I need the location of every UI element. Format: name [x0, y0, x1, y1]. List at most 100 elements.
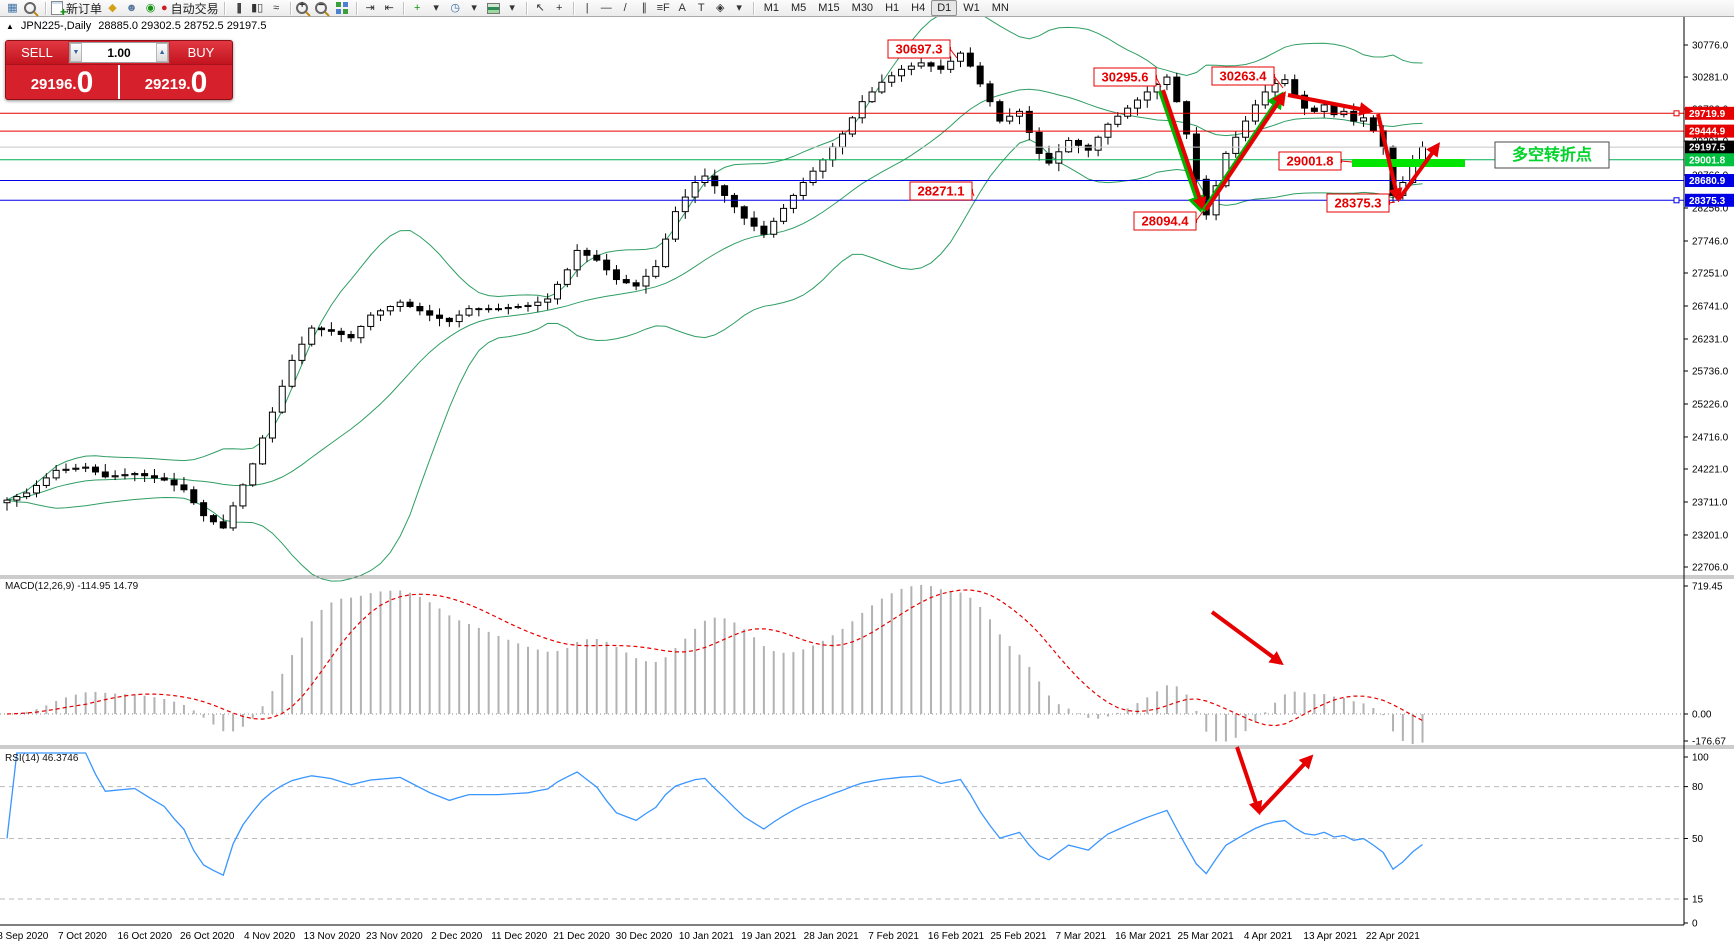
rsi-trend-arrow[interactable]	[1257, 754, 1314, 814]
tile-windows-icon[interactable]	[334, 1, 351, 16]
buy-button[interactable]: BUY	[170, 41, 232, 64]
rsi-trend-arrow[interactable]	[1235, 746, 1263, 816]
periods-icon[interactable]: ◷	[450, 1, 460, 14]
svg-text:21 Dec 2020: 21 Dec 2020	[553, 931, 610, 942]
volume-box: ▼ ▲	[69, 42, 169, 63]
price-callouts[interactable]: 30697.3 30295.6 30263.4 29001.8 28271.1 28094…	[887, 39, 1396, 231]
svg-text:16 Oct 2020: 16 Oct 2020	[118, 931, 173, 942]
timeframe-m5[interactable]: M5	[790, 2, 807, 14]
svg-text:50: 50	[1692, 834, 1704, 845]
new-chart-icon[interactable]: ▦	[7, 1, 18, 14]
macd-histogram	[15, 585, 1424, 744]
svg-text:28 Sep 2020: 28 Sep 2020	[0, 931, 49, 942]
text-label-icon[interactable]: T	[697, 1, 705, 14]
cursor-icon[interactable]: ↖	[535, 1, 545, 14]
turning-point-highlight-bar[interactable]	[1352, 159, 1465, 167]
timeframe-w1[interactable]: W1	[963, 2, 980, 14]
horizontal-line-icon[interactable]: —	[600, 1, 612, 14]
chart-profiles-icon[interactable]	[23, 1, 40, 16]
svg-text:26741.0: 26741.0	[1692, 301, 1729, 312]
chart-shift-icon[interactable]: ⇥	[365, 1, 375, 14]
chart-title: ▲ JPN225-,Daily 28885.0 29302.5 28752.5 …	[6, 20, 266, 32]
svg-text:多空转折点: 多空转折点	[1512, 145, 1592, 164]
volume-decrease-button[interactable]: ▼	[70, 43, 82, 62]
svg-text:4 Nov 2020: 4 Nov 2020	[244, 931, 296, 942]
svg-text:29001.8: 29001.8	[1287, 154, 1334, 169]
indicators-icon[interactable]: +	[413, 1, 421, 14]
timeframe-d1[interactable]: D1	[931, 0, 958, 16]
crosshair-icon[interactable]: +	[555, 1, 563, 14]
svg-text:2 Dec 2020: 2 Dec 2020	[431, 931, 483, 942]
chart-styler-icon[interactable]: ◆	[108, 1, 117, 14]
candlestick-chart-icon[interactable]: ▮▯	[251, 1, 264, 14]
time-axis: 28 Sep 2020 7 Oct 2020 16 Oct 2020 26 Oct 2…	[0, 931, 1420, 942]
arrows-dropdown-icon[interactable]: ▾	[736, 1, 742, 14]
volume-increase-button[interactable]: ▲	[156, 43, 169, 62]
svg-text:13 Nov 2020: 13 Nov 2020	[304, 931, 361, 942]
toolbar-separator	[402, 1, 404, 15]
community-icon[interactable]: ☻	[125, 1, 138, 14]
template-dropdown-icon[interactable]: ▾	[509, 1, 515, 14]
svg-text:28 Jan 2021: 28 Jan 2021	[804, 931, 859, 942]
sell-button[interactable]: SELL	[6, 41, 68, 64]
svg-text:29444.9: 29444.9	[1689, 127, 1726, 138]
note-annotation[interactable]: 多空转折点	[1494, 141, 1610, 169]
zoom-in-icon[interactable]: +	[296, 0, 313, 16]
collapse-marker-icon[interactable]: ▲	[6, 21, 14, 31]
equidistant-channel-icon[interactable]: ∥	[641, 1, 647, 14]
svg-text:719.45: 719.45	[1692, 582, 1723, 593]
svg-text:7 Mar 2021: 7 Mar 2021	[1056, 931, 1107, 942]
svg-text:26231.0: 26231.0	[1692, 334, 1729, 345]
indicators-dropdown-icon[interactable]: ▾	[433, 1, 439, 14]
timeframe-h1[interactable]: H1	[885, 2, 900, 14]
text-icon[interactable]: A	[678, 1, 686, 14]
autotrading-button[interactable]: ● 自动交易	[161, 1, 219, 16]
svg-text:30281.0: 30281.0	[1692, 73, 1729, 84]
macd-trend-arrow[interactable]	[1210, 610, 1284, 666]
svg-text:4 Apr 2021: 4 Apr 2021	[1244, 931, 1293, 942]
svg-text:23711.0: 23711.0	[1692, 497, 1728, 508]
auto-scroll-icon[interactable]: ⇤	[384, 1, 394, 14]
vertical-line-icon[interactable]: |	[585, 1, 589, 14]
volume-input[interactable]	[81, 43, 157, 62]
toolbar-separator	[355, 1, 357, 15]
periods-dropdown-icon[interactable]: ▾	[471, 1, 477, 14]
toolbar-separator	[752, 1, 754, 15]
timeframe-mn[interactable]: MN	[991, 2, 1009, 14]
template-icon[interactable]	[485, 1, 502, 16]
fibonacci-icon[interactable]: ≡F	[656, 1, 670, 14]
horizontal-level-lines[interactable]: 29719.929444.929197.529001.828680.928375…	[0, 106, 1734, 207]
trend-arrows[interactable]	[1158, 89, 1441, 214]
sell-price[interactable]: 29196. 0	[6, 65, 120, 99]
svg-text:11 Dec 2020: 11 Dec 2020	[491, 931, 547, 942]
signals-icon[interactable]: ◉	[145, 1, 156, 14]
svg-text:-176.67: -176.67	[1692, 737, 1726, 748]
new-order-button[interactable]: 新订单	[51, 1, 102, 19]
svg-text:13 Apr 2021: 13 Apr 2021	[1303, 931, 1357, 942]
buy-price[interactable]: 29219. 0	[144, 66, 208, 99]
svg-text:27746.0: 27746.0	[1692, 236, 1729, 247]
svg-text:100: 100	[1692, 753, 1709, 764]
timeframe-m30[interactable]: M30	[851, 2, 874, 14]
bar-chart-icon[interactable]: |||	[236, 1, 242, 14]
timeframe-m15[interactable]: M15	[818, 2, 840, 14]
svg-text:28256.0: 28256.0	[1692, 204, 1729, 215]
arrows-icon[interactable]: ◈	[715, 1, 725, 14]
main-toolbar: ▦新订单◆☻◉●自动交易|||▮▯≈+−⇥⇤+▾◷▾▾↖+|—/∥≡FAT◈▾M…	[0, 0, 1734, 19]
timeframe-h4[interactable]: H4	[911, 2, 926, 14]
line-chart-icon[interactable]: ≈	[273, 1, 280, 14]
zoom-out-icon[interactable]: −	[315, 0, 332, 16]
macd-label: MACD(12,26,9) -114.95 14.79	[5, 581, 139, 592]
toolbar-separator	[45, 1, 46, 15]
trendline-icon[interactable]: /	[623, 1, 627, 14]
svg-text:30 Dec 2020: 30 Dec 2020	[616, 931, 673, 942]
svg-text:28271.1: 28271.1	[918, 184, 965, 199]
svg-text:22706.0: 22706.0	[1692, 562, 1729, 573]
candlestick-series	[3, 47, 1427, 531]
ohlc-values: 28885.0 29302.5 28752.5 29197.5	[98, 20, 267, 32]
timeframe-m1[interactable]: M1	[763, 2, 779, 14]
svg-text:25226.0: 25226.0	[1692, 399, 1729, 410]
svg-text:28375.3: 28375.3	[1335, 196, 1382, 211]
